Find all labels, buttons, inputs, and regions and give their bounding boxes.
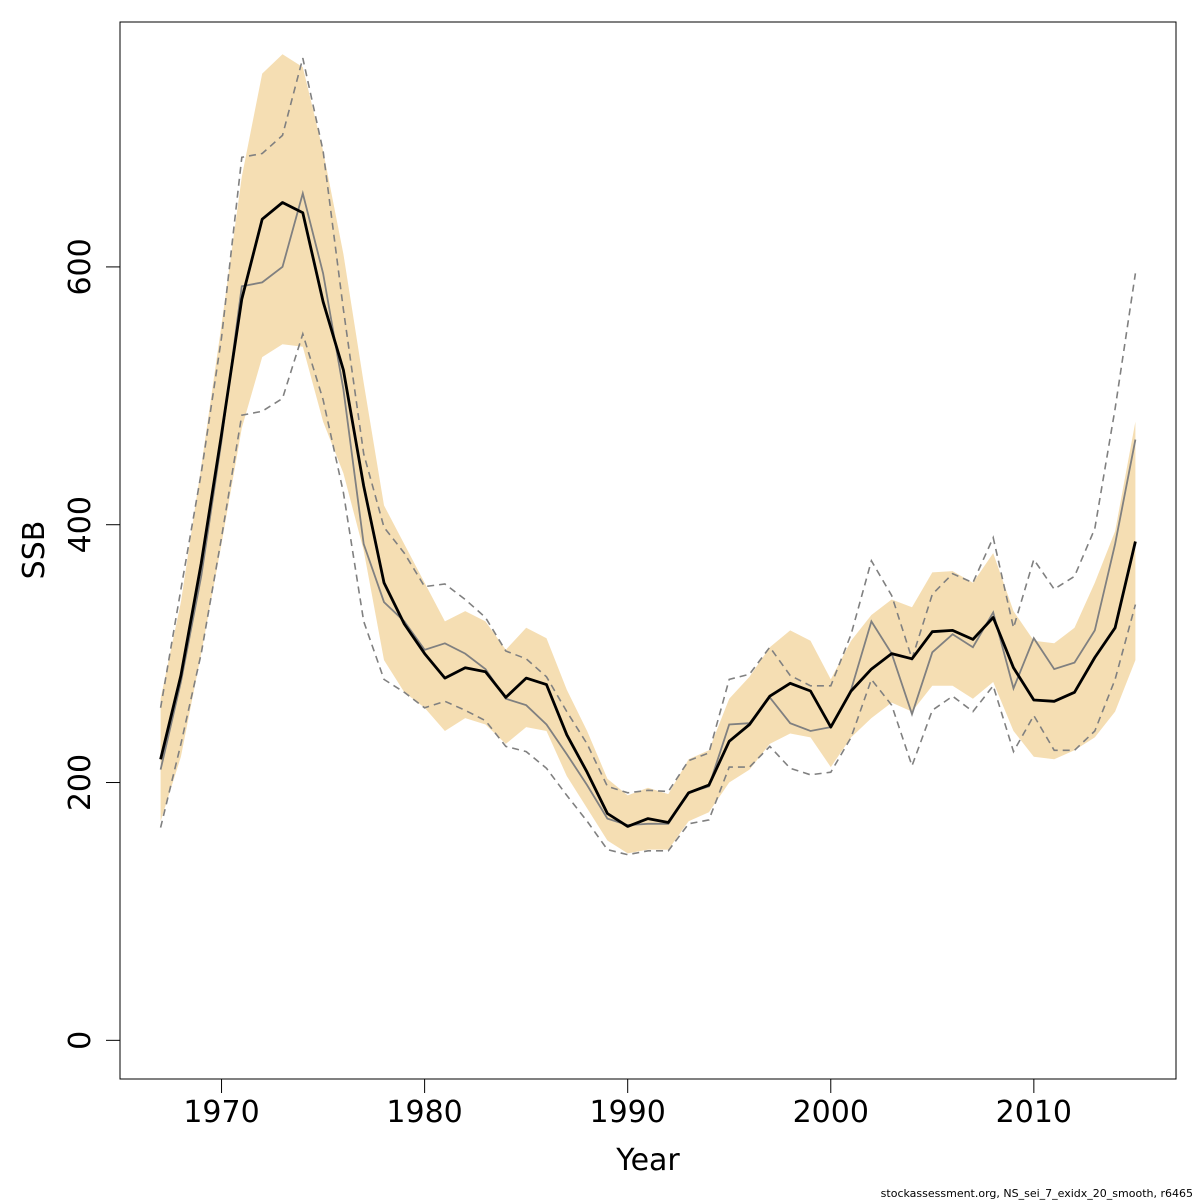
x-axis-title: Year	[615, 1143, 680, 1178]
x-tick-label: 1980	[386, 1095, 462, 1130]
y-axis-title: SSB	[17, 521, 52, 580]
x-tick-label: 1990	[590, 1095, 666, 1130]
plot-frame	[119, 21, 1177, 1080]
confidence-band	[160, 54, 1136, 854]
plot-area	[119, 21, 1177, 1080]
x-axis: 1970 1980 1990 2000 2010	[183, 1079, 1072, 1130]
y-tick-label: 400	[63, 496, 98, 553]
ssb-estimate-line	[159, 201, 1137, 828]
retro-solid-line	[159, 189, 1137, 827]
y-axis: 0 200 400 600	[63, 238, 120, 1050]
y-tick-label: 200	[63, 754, 98, 811]
y-tick-label: 600	[63, 238, 98, 295]
retro-dashed-lower-line	[159, 331, 1137, 856]
x-tick-label: 1970	[183, 1095, 259, 1130]
x-tick-label: 2000	[793, 1095, 869, 1130]
x-tick-label: 2010	[996, 1095, 1072, 1130]
footer-credit: stockassessment.org, NS_sei_7_exidx_20_s…	[881, 1187, 1193, 1200]
y-tick-label: 0	[63, 1031, 98, 1050]
retro-dashed-upper-line	[159, 57, 1137, 794]
